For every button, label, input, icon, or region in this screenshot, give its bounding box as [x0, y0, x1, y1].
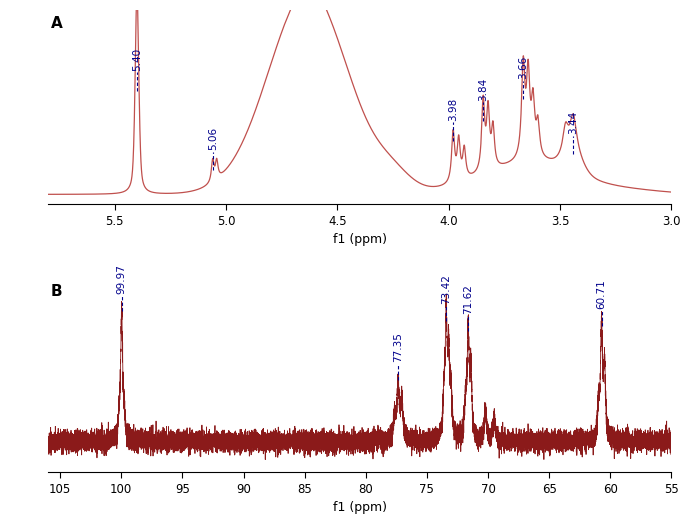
Text: 71.62: 71.62 [463, 284, 473, 315]
Text: 5.06: 5.06 [208, 127, 218, 150]
Text: 5.40: 5.40 [132, 47, 142, 71]
Text: 3.84: 3.84 [478, 77, 488, 101]
Text: B: B [51, 284, 63, 299]
X-axis label: f1 (ppm): f1 (ppm) [333, 501, 386, 514]
Text: 99.97: 99.97 [116, 264, 127, 294]
Text: 3.44: 3.44 [569, 111, 578, 134]
X-axis label: f1 (ppm): f1 (ppm) [333, 234, 386, 247]
Text: 3.98: 3.98 [448, 98, 458, 121]
Text: A: A [51, 16, 63, 31]
Text: 3.66: 3.66 [519, 56, 528, 79]
Text: 60.71: 60.71 [597, 279, 606, 309]
Text: 73.42: 73.42 [441, 274, 451, 304]
Text: 77.35: 77.35 [393, 333, 403, 362]
